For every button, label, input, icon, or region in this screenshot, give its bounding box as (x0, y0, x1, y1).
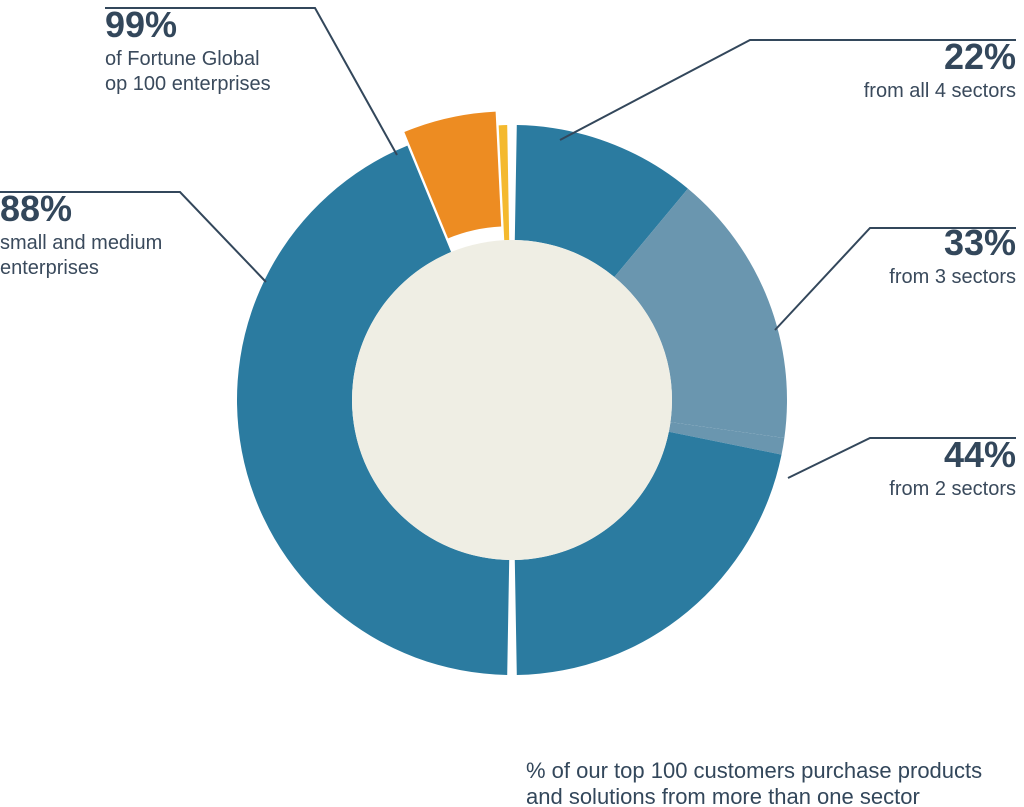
label-sme: 88% small and medium enterprises (0, 186, 162, 281)
desc-sme-line1: small and medium (0, 231, 162, 256)
caption-line2: and solutions from more than one sector (526, 784, 920, 807)
pct-sme: 88% (0, 186, 162, 231)
desc-sme-line2: enterprises (0, 256, 162, 281)
pct-fortune: 99% (105, 2, 271, 47)
pct-2-sectors: 44% (889, 432, 1016, 477)
label-fortune: 99% of Fortune Global op 100 enterprises (105, 2, 271, 97)
center-circle (352, 240, 672, 560)
desc-fortune-line2: op 100 enterprises (105, 72, 271, 97)
label-3-sectors: 33% from 3 sectors (889, 220, 1016, 290)
desc-4-sectors: from all 4 sectors (864, 79, 1016, 104)
donut-chart-svg (0, 0, 1024, 807)
desc-3-sectors: from 3 sectors (889, 265, 1016, 290)
label-4-sectors: 22% from all 4 sectors (864, 34, 1016, 104)
pct-4-sectors: 22% (864, 34, 1016, 79)
desc-fortune-line1: of Fortune Global (105, 47, 271, 72)
chart-caption: % of our top 100 customers purchase prod… (526, 758, 982, 807)
caption-line1: % of our top 100 customers purchase prod… (526, 758, 982, 783)
pct-3-sectors: 33% (889, 220, 1016, 265)
label-2-sectors: 44% from 2 sectors (889, 432, 1016, 502)
desc-2-sectors: from 2 sectors (889, 477, 1016, 502)
chart-stage: 22% from all 4 sectors 33% from 3 sector… (0, 0, 1024, 807)
